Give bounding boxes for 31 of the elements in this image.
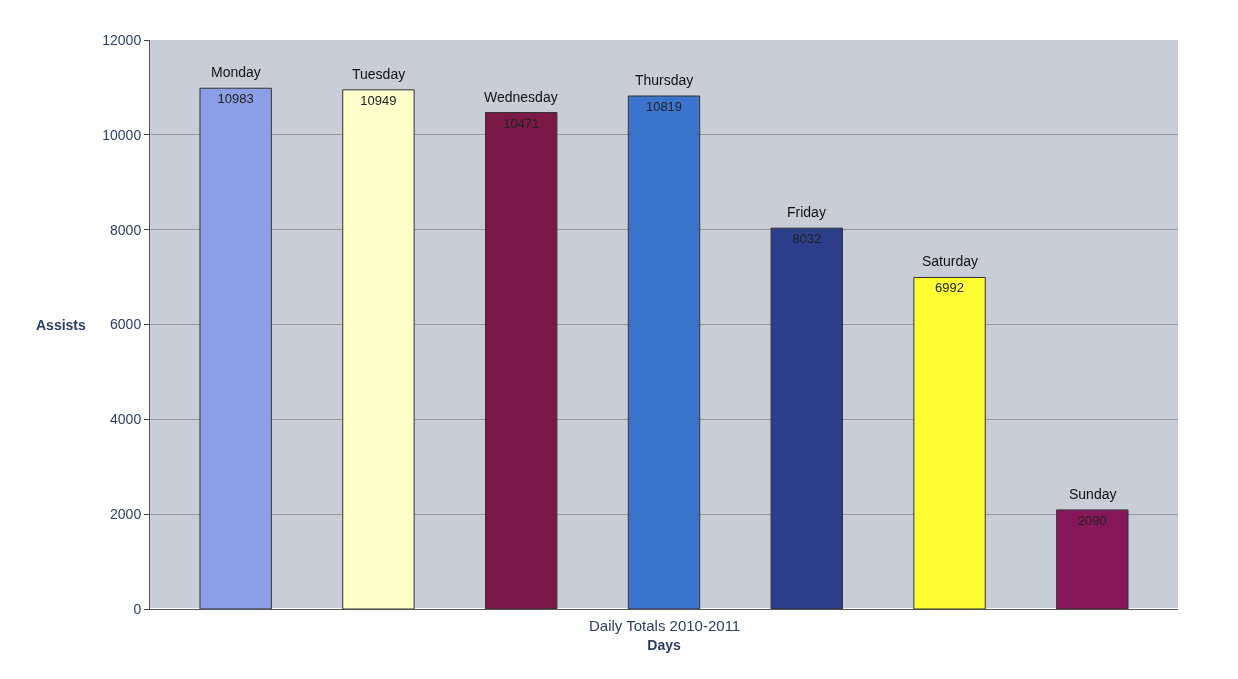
data-label: 10949 [360,92,397,108]
bar [770,227,843,609]
bar [1056,509,1129,609]
bar [485,112,558,609]
y-axis-title: Assists [36,317,87,333]
text: Daily Totals 2010-2011 [589,617,741,634]
data-label: 10983 [217,91,254,107]
x-tick-label: Saturday [922,253,979,269]
y-tick-label: 10000 [102,126,142,143]
data-label: 2090 [1077,512,1107,528]
y-tick-label: 2000 [110,506,142,523]
x-axis-title: Days [647,636,681,653]
data-label: 6992 [935,280,965,296]
bar [199,87,272,609]
bar [627,95,701,609]
y-tick-label: 6000 [110,316,142,333]
y-tick-label: 4000 [110,411,142,428]
x-tick-label: Tuesday [352,66,406,82]
x-tick-label: Friday [787,204,826,220]
data-label: 8032 [792,231,822,247]
y-tick-label: 12000 [102,31,142,48]
data-label: 10819 [645,99,683,114]
x-tick-label: Sunday [1069,486,1117,502]
x-tick-label: Wednesday [484,89,558,105]
data-label: 10471 [503,115,540,131]
x-tick-label: Thursday [635,72,694,88]
y-tick-label: 0 [133,600,142,617]
bar [913,276,986,609]
x-tick-label: Monday [211,64,261,80]
bar [342,89,415,609]
y-tick-label: 8000 [110,221,142,238]
